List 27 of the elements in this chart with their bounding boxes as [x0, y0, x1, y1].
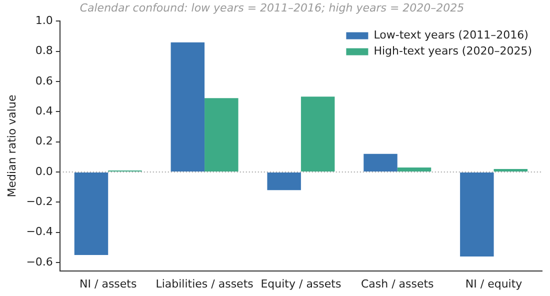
bar [364, 154, 398, 172]
y-tick-label: 0.2 [35, 134, 53, 148]
bar [494, 169, 528, 172]
y-tick-label: 0.6 [35, 74, 53, 88]
legend-label: High-text years (2020–2025) [374, 44, 532, 58]
bar [460, 172, 494, 256]
y-tick-label: 1.0 [35, 14, 53, 28]
bar [170, 42, 205, 172]
x-tick-label: Equity / assets [260, 277, 342, 290]
x-tick-label: Liabilities / assets [156, 277, 254, 290]
y-tick-label: −0.6 [26, 255, 53, 268]
bar [397, 167, 432, 172]
bar [267, 172, 301, 190]
legend-label: Low-text years (2011–2016) [374, 28, 528, 42]
x-tick-label: NI / equity [465, 277, 523, 290]
x-tick-label: Cash / assets [360, 277, 434, 290]
y-tick-label: 0.8 [35, 44, 53, 58]
bar [74, 172, 108, 255]
y-tick-label: 0.0 [35, 164, 53, 178]
bar [204, 98, 238, 172]
y-axis-title: Median ratio value [5, 94, 18, 198]
y-tick-label: −0.2 [26, 195, 53, 208]
chart-title: Calendar confound: low years = 2011–2016; high years = 2020–2025 [80, 1, 464, 14]
bar [300, 96, 335, 172]
x-tick-label: NI / assets [80, 277, 137, 290]
y-tick-label: 0.4 [35, 104, 53, 118]
y-tick-label: −0.4 [26, 225, 53, 238]
